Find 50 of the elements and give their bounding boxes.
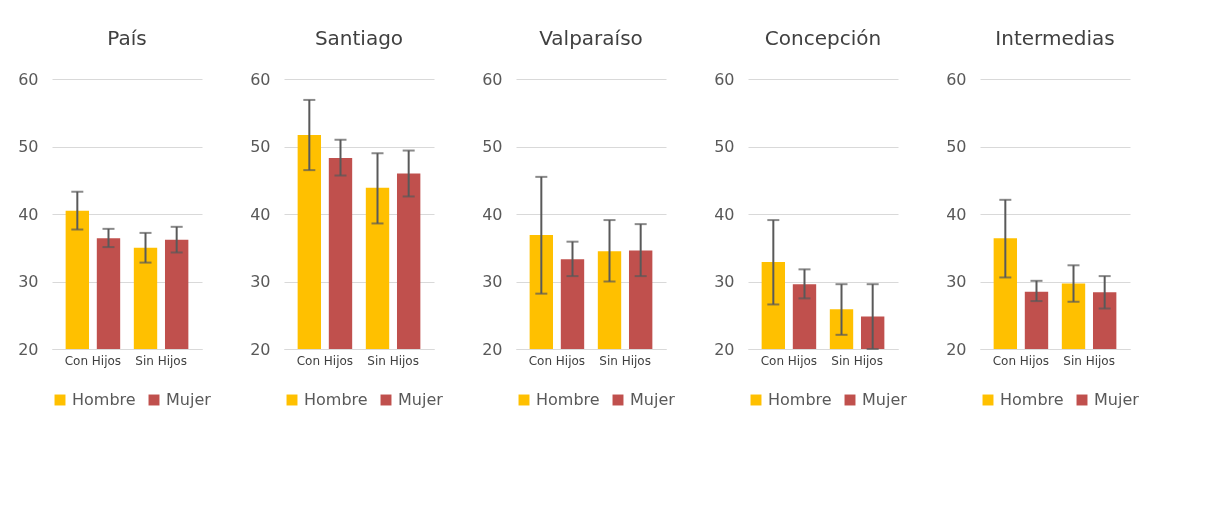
x-tick-label: Sin Hijos [599,353,651,368]
y-tick-label: 30 [714,272,735,291]
x-tick-label: Con Hijos [528,353,586,368]
y-tick-label: 40 [250,204,271,224]
y-tick-label: 60 [946,69,967,89]
series-label: Hombre [768,390,832,409]
series-label: Hombre [1000,390,1064,409]
y-tick-label: 50 [482,137,503,156]
y-tick-label: 30 [18,272,39,291]
chart-title: Valparaíso [539,26,643,50]
chart-title: Santiago [314,26,404,50]
legend-label: Mujer [398,390,444,409]
chart-title: País [107,26,147,50]
y-tick-label: 20 [946,339,967,359]
y-tick-label: 40 [482,204,503,224]
chart-title: Concepción [764,26,882,50]
series-label: Hombre [536,390,600,409]
y-tick-label: 30 [946,272,967,291]
y-tick-label: 60 [250,69,271,89]
legend-label: Mujer [166,390,212,409]
series-label: Hombre [304,390,368,409]
x-tick-label: Sin Hijos [367,353,419,368]
y-tick-label: 60 [714,69,735,89]
x-tick-label: Sin Hijos [831,353,883,368]
x-tick-label: Sin Hijos [135,353,187,368]
y-tick-label: 20 [18,339,39,359]
y-tick-label: 30 [482,272,503,291]
legend-label: Mujer [862,390,908,409]
y-tick-label: 60 [18,69,39,89]
y-tick-label: 40 [946,204,967,224]
y-tick-label: 30 [250,272,271,291]
y-tick-label: 50 [18,137,39,156]
y-tick-label: 60 [482,69,503,89]
x-tick-label: Con Hijos [64,353,122,368]
y-tick-label: 50 [714,137,735,156]
x-tick-label: Con Hijos [760,353,818,368]
y-tick-label: 20 [482,339,503,359]
y-tick-label: 40 [714,204,735,224]
legend-label: Hombre [72,390,136,409]
y-tick-label: 50 [946,137,967,156]
legend-label: Mujer [1094,390,1140,409]
x-tick-label: Con Hijos [992,353,1050,368]
x-tick-label: Con Hijos [296,353,354,368]
y-tick-label: 40 [18,204,39,224]
y-tick-label: 20 [714,339,735,359]
chart-title: Intermedias [995,26,1115,50]
x-tick-label: Sin Hijos [1063,353,1115,368]
y-tick-label: 50 [250,137,271,156]
y-tick-label: 20 [250,339,271,359]
legend-label: Mujer [630,390,676,409]
